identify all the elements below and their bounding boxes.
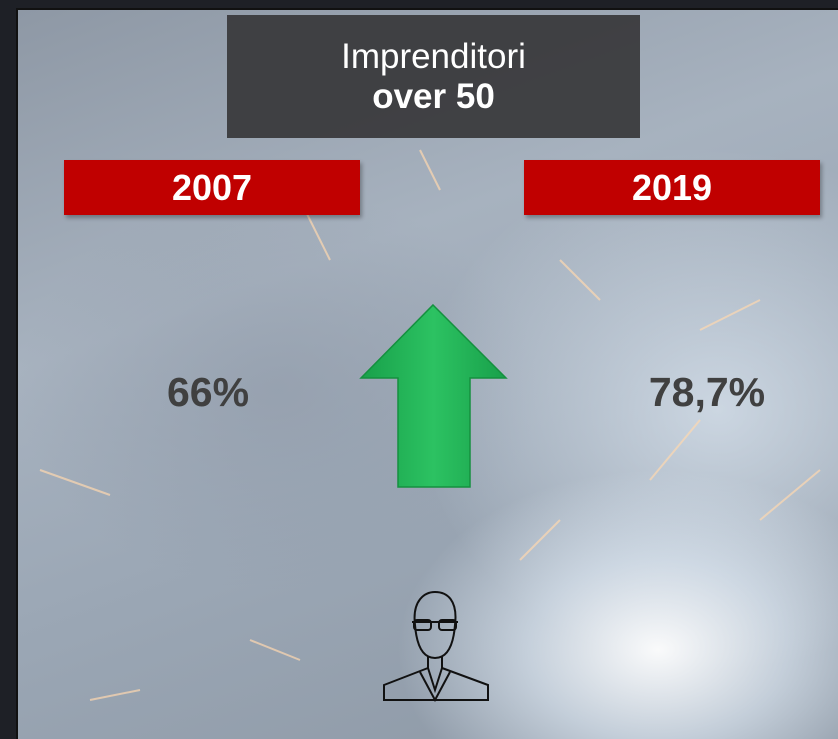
year-label: 2019	[524, 160, 820, 215]
person-icon	[383, 590, 489, 703]
percentage: 66%	[166, 369, 250, 415]
title-box: Imprenditori over 50	[227, 15, 640, 138]
percentage: 78,7%	[648, 369, 766, 415]
title-line: Imprenditori	[341, 36, 526, 76]
year-label: 2007	[64, 160, 360, 215]
up-arrow	[359, 303, 508, 488]
title-line: over 50	[372, 76, 495, 116]
